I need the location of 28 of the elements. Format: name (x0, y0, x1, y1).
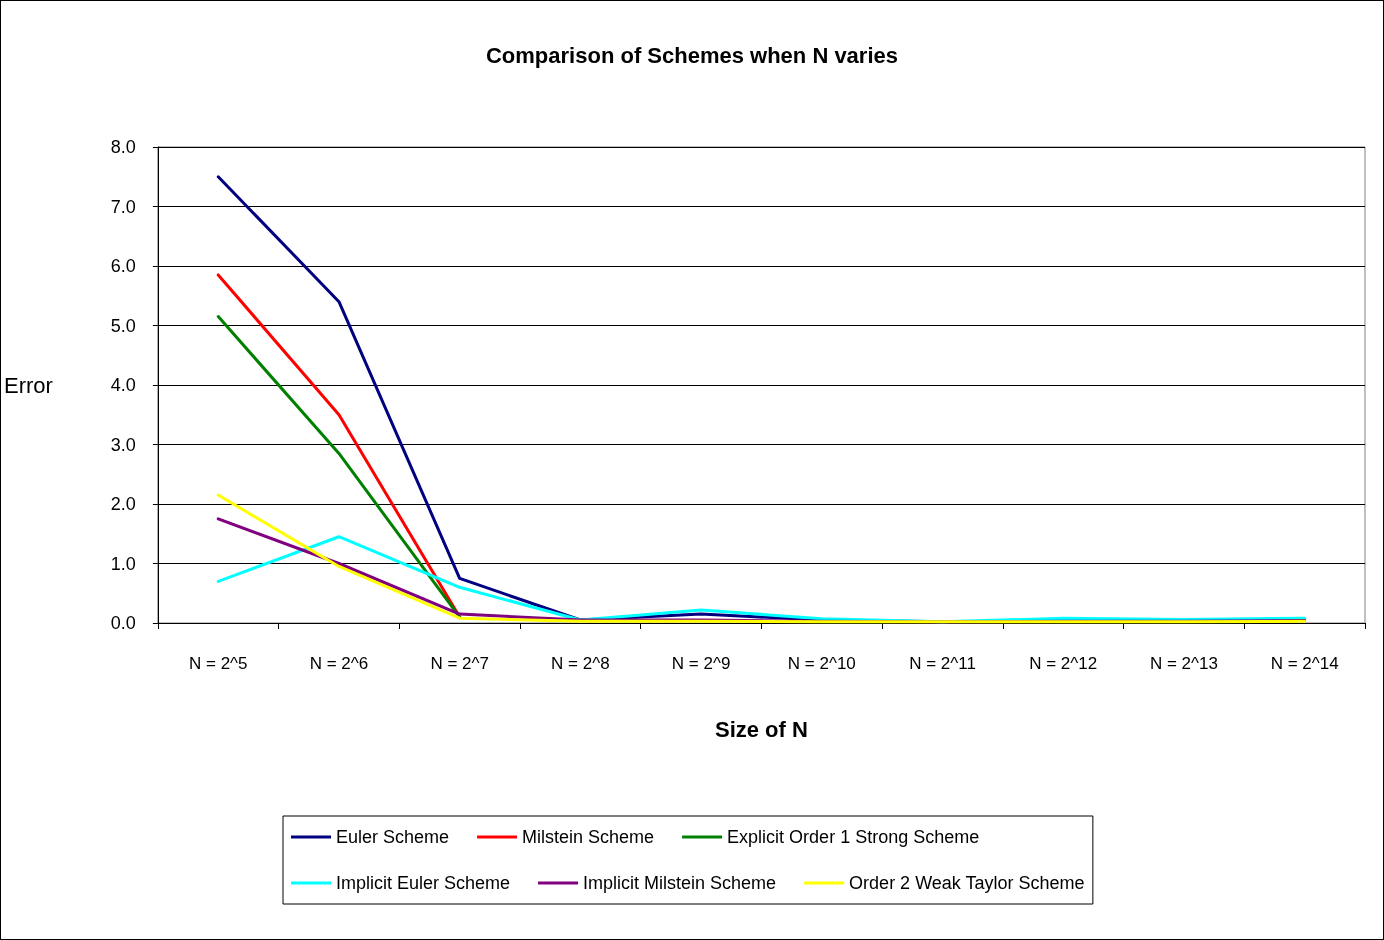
x-tick-label: N = 2^14 (1270, 654, 1339, 673)
legend-label: Implicit Milstein Scheme (583, 873, 777, 893)
x-axis-title: Size of N (714, 716, 808, 742)
x-tick-label: N = 2^10 (787, 654, 856, 673)
x-tick-label: N = 2^6 (309, 654, 369, 673)
legend-label: Order 2 Weak Taylor Scheme (849, 873, 1085, 893)
legend-label: Implicit Euler Scheme (336, 873, 511, 893)
y-tick-label: 2.0 (110, 494, 136, 514)
y-tick-label: 0.0 (110, 613, 136, 633)
x-tick-label: N = 2^5 (188, 654, 248, 673)
x-tick-label: N = 2^9 (671, 654, 731, 673)
legend-label: Explicit Order 1 Strong Scheme (727, 827, 980, 847)
x-tick-label: N = 2^11 (909, 654, 976, 673)
y-tick-label: 3.0 (110, 434, 136, 455)
x-tick-label: N = 2^13 (1149, 654, 1218, 673)
y-tick-label: 4.0 (110, 375, 136, 395)
x-tick-label: N = 2^7 (430, 654, 489, 673)
legend-label: Milstein Scheme (522, 827, 655, 847)
x-tick-label: N = 2^8 (551, 654, 610, 673)
x-tick-label: N = 2^12 (1029, 654, 1098, 673)
y-tick-label: 6.0 (110, 256, 136, 276)
y-tick-label: 1.0 (110, 553, 136, 574)
y-axis-title: Error (4, 372, 53, 398)
y-tick-label: 5.0 (110, 315, 136, 336)
legend-label: Euler Scheme (336, 827, 450, 847)
y-tick-label: 8.0 (110, 137, 136, 157)
chart-title: Comparison of Schemes when N varies (485, 42, 899, 68)
y-tick-label: 7.0 (110, 196, 136, 217)
